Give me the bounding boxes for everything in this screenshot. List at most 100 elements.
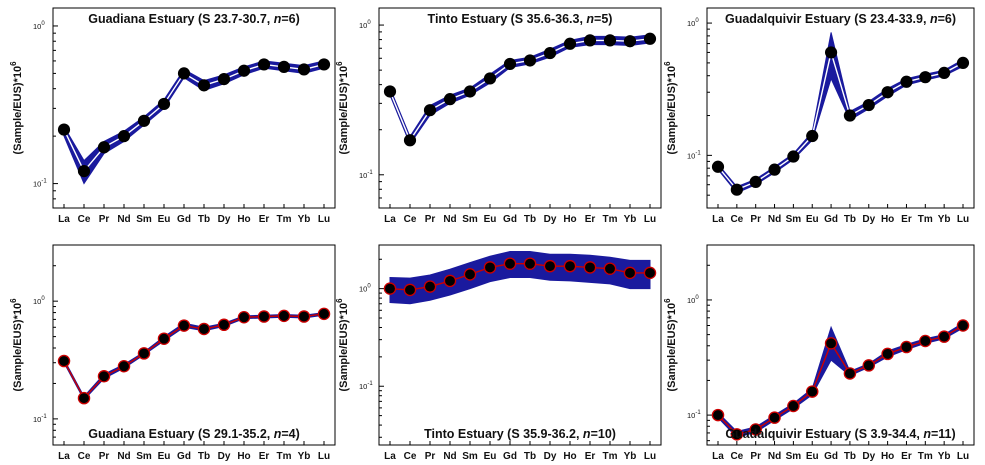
- x-tick-label-Pr: Pr: [750, 451, 761, 462]
- data-point-La: [383, 85, 397, 98]
- x-tick-label-Ho: Ho: [237, 214, 250, 225]
- data-point-Er: [583, 34, 597, 47]
- data-point-Dy: [217, 73, 231, 86]
- envelope-band: [63, 312, 325, 401]
- y-tick-label: 100: [33, 21, 45, 31]
- y-axis-label: (Sample/EUS)*106: [9, 61, 24, 155]
- data-point-Lu: [956, 56, 970, 69]
- data-point-Gd: [503, 57, 517, 71]
- data-point-Dy: [543, 46, 557, 60]
- x-tick-label-Ce: Ce: [404, 451, 417, 462]
- data-point-Tb: [197, 79, 211, 92]
- data-point-Ce: [403, 134, 417, 147]
- x-tick-label-Tb: Tb: [844, 451, 856, 462]
- x-tick-label-Dy: Dy: [544, 214, 557, 225]
- x-tick-label-Yb: Yb: [624, 214, 637, 225]
- x-tick-label-Sm: Sm: [786, 214, 802, 225]
- data-point-Er: [900, 75, 913, 88]
- x-tick-label-Pr: Pr: [750, 214, 761, 225]
- y-tick-label: 10-1: [359, 170, 373, 180]
- data-point-Eu: [806, 129, 819, 143]
- y-tick-label: 10-1: [359, 381, 373, 391]
- data-point-Gd: [177, 67, 191, 80]
- x-tick-label-Er: Er: [901, 451, 912, 462]
- x-tick-label-Gd: Gd: [503, 451, 517, 462]
- x-tick-label-Tm: Tm: [603, 451, 618, 462]
- data-point-Er: [257, 310, 271, 323]
- x-tick-label-Ce: Ce: [78, 214, 91, 225]
- y-tick-label: 100: [359, 20, 371, 30]
- data-point-La: [57, 354, 71, 368]
- data-point-Eu: [483, 72, 497, 85]
- data-point-Yb: [938, 66, 951, 80]
- x-tick-label-Lu: Lu: [957, 214, 969, 225]
- x-tick-label-Eu: Eu: [484, 451, 497, 462]
- x-tick-label-Yb: Yb: [298, 451, 311, 462]
- data-point-Pr: [423, 280, 437, 293]
- data-point-Dy: [217, 318, 231, 332]
- x-tick-label-Gd: Gd: [824, 451, 838, 462]
- y-tick-label: 10-1: [33, 414, 47, 424]
- data-point-Pr: [749, 175, 762, 189]
- y-axis-label: (Sample/EUS)*106: [663, 298, 678, 392]
- y-tick-label: 100: [687, 295, 699, 305]
- x-tick-label-Sm: Sm: [136, 214, 152, 225]
- x-tick-label-Ce: Ce: [730, 451, 743, 462]
- data-point-Yb: [623, 35, 637, 48]
- plot-frame: [706, 244, 975, 446]
- y-axis-label: (Sample/EUS)*106: [335, 298, 350, 392]
- data-point-Lu: [643, 32, 657, 45]
- chart-panel-2: 10-1 100 (Sample/EUS)*106 La Ce Pr Nd Sm Eu Gd Tb D…: [335, 7, 662, 225]
- chart-panel-1: 10-1 100 (Sample/EUS)*106 La Ce Pr Nd Sm Eu Gd Tb D…: [9, 7, 336, 225]
- series-line: [389, 38, 651, 142]
- x-tick-label-Ho: Ho: [563, 214, 576, 225]
- data-point-Eu: [157, 332, 171, 345]
- chart-title: Guadalquivir Estuary (S 23.4-33.9, n=6): [725, 12, 956, 26]
- x-tick-label-Dy: Dy: [544, 451, 557, 462]
- data-point-Ho: [563, 259, 577, 273]
- x-tick-label-Er: Er: [259, 451, 270, 462]
- data-point-Yb: [937, 330, 951, 343]
- data-point-La: [711, 408, 725, 422]
- data-point-Nd: [117, 130, 131, 143]
- chart-title: Tinto Estuary (S 35.9-36.2, n=10): [424, 427, 616, 441]
- data-point-Ce: [730, 183, 743, 196]
- data-point-Tb: [843, 367, 857, 380]
- data-point-Gd: [824, 46, 838, 59]
- x-tick-label-Tm: Tm: [277, 214, 292, 225]
- chart-panel-6: 10-1 100 (Sample/EUS)*106 La Ce Pr Nd Sm Eu Gd Tb D…: [663, 244, 975, 462]
- y-tick-label: 10-1: [687, 150, 701, 160]
- x-tick-label-Pr: Pr: [425, 214, 436, 225]
- x-tick-label-Dy: Dy: [862, 451, 875, 462]
- data-point-Eu: [157, 97, 171, 111]
- x-tick-label-La: La: [384, 451, 396, 462]
- x-tick-label-Tm: Tm: [603, 214, 618, 225]
- data-point-Lu: [317, 58, 331, 71]
- data-point-Ho: [881, 347, 894, 361]
- x-tick-label-Nd: Nd: [443, 451, 456, 462]
- x-tick-label-Yb: Yb: [624, 451, 637, 462]
- envelope-band: [389, 251, 651, 305]
- x-tick-label-Pr: Pr: [425, 451, 436, 462]
- x-tick-label-Ho: Ho: [237, 451, 250, 462]
- data-point-Pr: [749, 423, 762, 436]
- data-point-Tb: [197, 322, 211, 336]
- data-point-Ce: [403, 283, 417, 297]
- x-tick-label-Dy: Dy: [862, 214, 875, 225]
- data-point-Nd: [443, 93, 457, 106]
- x-tick-label-Er: Er: [259, 214, 270, 225]
- y-tick-label: 100: [33, 296, 45, 306]
- y-tick-label: 10-1: [687, 410, 701, 420]
- x-tick-label-Ce: Ce: [730, 214, 743, 225]
- x-tick-label-La: La: [384, 214, 396, 225]
- x-tick-label-Gd: Gd: [177, 214, 191, 225]
- plot-frame: [52, 244, 336, 446]
- data-point-Er: [257, 58, 271, 71]
- data-point-Gd: [503, 257, 517, 270]
- x-tick-label-Yb: Yb: [938, 451, 951, 462]
- x-tick-label-Dy: Dy: [218, 214, 231, 225]
- data-point-La: [57, 123, 71, 136]
- y-axis-label: (Sample/EUS)*106: [335, 61, 350, 155]
- data-point-Ho: [237, 311, 251, 324]
- x-tick-label-Pr: Pr: [99, 451, 110, 462]
